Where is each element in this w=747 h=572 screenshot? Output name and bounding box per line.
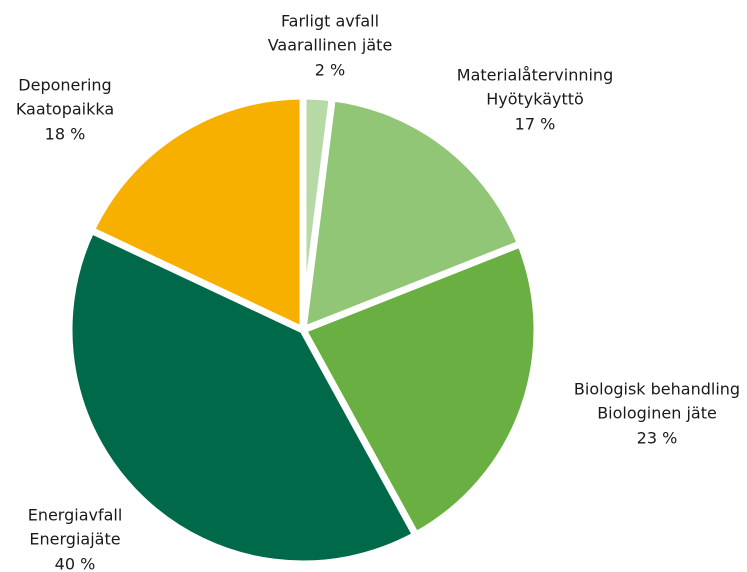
slice-label-fi: Energiajäte	[29, 530, 120, 549]
slice-label: Biologisk behandling	[574, 380, 740, 399]
slice-value: 40 %	[55, 555, 96, 572]
slice-value: 2 %	[315, 61, 345, 80]
slice-label-fi: Biologinen jäte	[597, 404, 717, 423]
slice-label-fi: Vaarallinen jäte	[268, 36, 393, 55]
slice-label: Energiavfall	[28, 506, 123, 525]
pie-slice	[86, 92, 307, 336]
pie-slice	[298, 239, 541, 540]
slice-value: 23 %	[637, 429, 678, 448]
slice-label-fi: Hyötykäyttö	[486, 90, 584, 109]
slice-label-fi: Kaatopaikka	[16, 100, 114, 119]
slice-value: 18 %	[45, 125, 86, 144]
pie-slice	[298, 93, 526, 336]
slice-label: Deponering	[18, 76, 111, 95]
pie-slice	[65, 225, 421, 568]
slice-label: Farligt avfall	[281, 12, 379, 31]
slice-label: Materialåtervinning	[457, 66, 613, 85]
slice-value: 17 %	[515, 115, 556, 134]
